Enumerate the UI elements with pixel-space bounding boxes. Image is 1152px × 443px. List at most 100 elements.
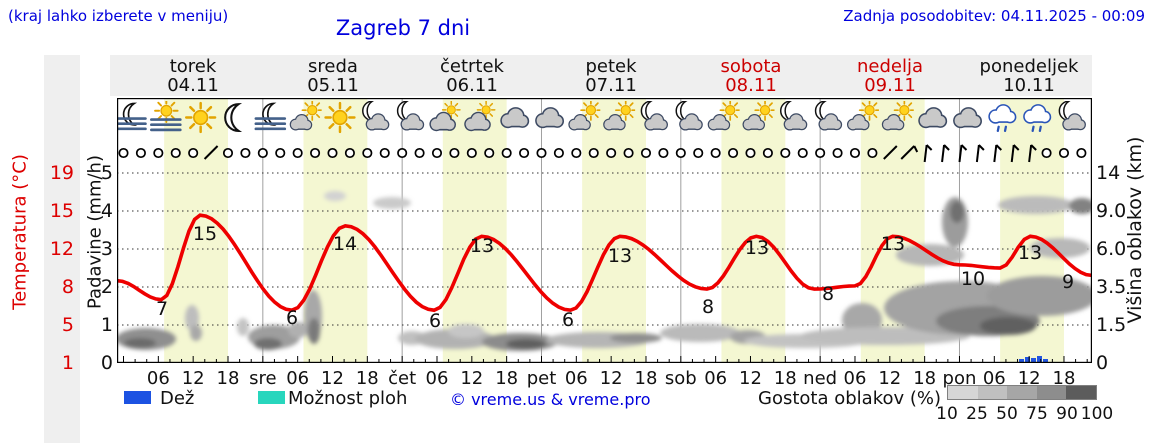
- moon-cloud-icon: [641, 101, 668, 130]
- wind-calm-icon: [397, 147, 408, 159]
- time-axis-label: 06: [704, 368, 728, 389]
- moon-cloud-icon: [398, 101, 425, 130]
- wind-calm-icon: [310, 147, 321, 159]
- axis-tick-label: 1: [61, 352, 74, 374]
- wind-calm-icon: [745, 147, 756, 159]
- wind-calm-icon: [240, 147, 251, 159]
- copyright-link[interactable]: © vreme.us & vreme.pro: [450, 390, 651, 409]
- cloud-density-scale-value: 90: [1056, 404, 1078, 424]
- cloud-icon: [953, 107, 982, 128]
- wind-barb-icon: [883, 145, 898, 160]
- day-name: četrtek: [440, 56, 504, 77]
- wind-calm-icon: [519, 147, 530, 159]
- daylight-band: [442, 98, 507, 363]
- rain-bar: [1025, 357, 1030, 362]
- page-title: Zagreb 7 dni: [335, 16, 471, 40]
- moon-fog-icon: [256, 103, 285, 128]
- rain-legend-label: Dež: [160, 388, 195, 409]
- cloud-blob: [660, 324, 740, 342]
- day-header: nedelja 09.11: [820, 57, 960, 95]
- day-header-band: [110, 55, 1092, 96]
- edge-temperature-label: 9: [1062, 271, 1075, 293]
- wind-calm-icon: [449, 147, 460, 159]
- moon-cloud-icon: [781, 101, 808, 130]
- time-axis-label: 12: [599, 368, 623, 389]
- wind-calm-icon: [379, 147, 390, 159]
- wind-calm-icon: [327, 147, 338, 159]
- wind-barb-flag: [1030, 144, 1037, 151]
- wind-calm-icon: [362, 147, 373, 159]
- cloud-density-scale-value: 50: [996, 404, 1018, 424]
- temperature-axis-title: Temperatura (°C): [9, 154, 31, 310]
- day-header: sobota 08.11: [681, 57, 821, 95]
- wind-calm-icon: [623, 147, 634, 159]
- time-axis-label: 18: [495, 368, 519, 389]
- temperature-value-label: 13: [881, 233, 905, 255]
- time-axis-label: sre: [249, 368, 277, 389]
- left-axis-strip: [44, 55, 80, 443]
- wind-barb-flag: [943, 144, 950, 151]
- axis-tick-label: 6.0: [1096, 238, 1127, 260]
- wind-barb-icon: [203, 145, 219, 160]
- cloud-blob: [1069, 198, 1092, 214]
- time-axis-label: 12: [1017, 368, 1041, 389]
- wind-barb-icon: [1010, 144, 1015, 163]
- wind-barb-icon: [941, 144, 946, 163]
- time-axis-label: 12: [878, 368, 902, 389]
- cloud-density-scale-value: 25: [966, 404, 988, 424]
- wind-calm-icon: [118, 147, 129, 159]
- temperature-value-label: 6: [286, 307, 298, 329]
- time-axis-label: 12: [181, 368, 205, 389]
- temperature-value-label: 8: [822, 283, 834, 305]
- axis-tick-label: 1: [100, 314, 113, 336]
- moon-fog-icon: [117, 103, 145, 128]
- cloud-blob: [124, 338, 156, 348]
- last-update: Zadnja posodobitev: 04.11.2025 - 00:09: [843, 7, 1145, 25]
- wind-calm-icon: [135, 147, 146, 159]
- temperature-value-label: 13: [470, 235, 494, 257]
- cloud-density-scale-value: 75: [1026, 404, 1048, 424]
- wind-barb-flag: [925, 144, 933, 151]
- day-name: nedelja: [856, 56, 923, 77]
- cloud-density-scale: [947, 385, 1097, 400]
- cloud-blob: [190, 325, 202, 341]
- day-date: 08.11: [725, 75, 777, 96]
- location-hint: (kraj lahko izberete v meniju): [8, 7, 229, 25]
- axis-tick-label: 15: [49, 200, 74, 222]
- cloud-density-scale-value: 100: [1080, 404, 1114, 424]
- axis-tick-label: 3.5: [1096, 276, 1127, 298]
- axis-tick-label: 0: [100, 352, 113, 374]
- day-name: sreda: [308, 56, 358, 77]
- axis-tick-label: 0: [1096, 352, 1109, 374]
- sun-icon: [184, 101, 217, 134]
- wind-calm-icon: [536, 147, 547, 159]
- cloud-density-scale-segment: [977, 386, 1008, 399]
- wind-barb-flag: [960, 144, 968, 151]
- wind-barb-icon: [900, 145, 915, 160]
- wind-calm-icon: [867, 147, 878, 159]
- axis-tick-label: 2: [100, 276, 113, 298]
- cloud-density-scale-segment: [1066, 386, 1096, 399]
- time-axis-label: 18: [216, 368, 240, 389]
- wind-calm-icon: [780, 147, 791, 159]
- wind-calm-icon: [710, 147, 721, 159]
- cloud-density-scale-segment: [948, 386, 978, 399]
- day-date: 09.11: [864, 75, 916, 96]
- showers-legend-swatch: [258, 391, 285, 404]
- cloud-blob: [448, 324, 484, 338]
- axis-tick-label: 19: [49, 162, 74, 184]
- wind-barb-flag: [995, 144, 1003, 151]
- showers-legend-label: Možnost ploh: [288, 388, 408, 409]
- axis-tick-label: 3: [100, 238, 113, 260]
- cloud-icon: [535, 107, 564, 128]
- day-header: petek 07.11: [541, 57, 681, 95]
- time-axis-label: 18: [634, 368, 658, 389]
- wind-barb-flag: [978, 144, 985, 151]
- cloud-density-legend-label: Gostota oblakov (%): [758, 388, 942, 409]
- day-date: 05.11: [307, 75, 359, 96]
- axis-tick-label: 4: [100, 200, 113, 222]
- day-date: 06.11: [446, 75, 498, 96]
- axis-tick-label: 1.5: [1096, 314, 1127, 336]
- wind-calm-icon: [275, 147, 286, 159]
